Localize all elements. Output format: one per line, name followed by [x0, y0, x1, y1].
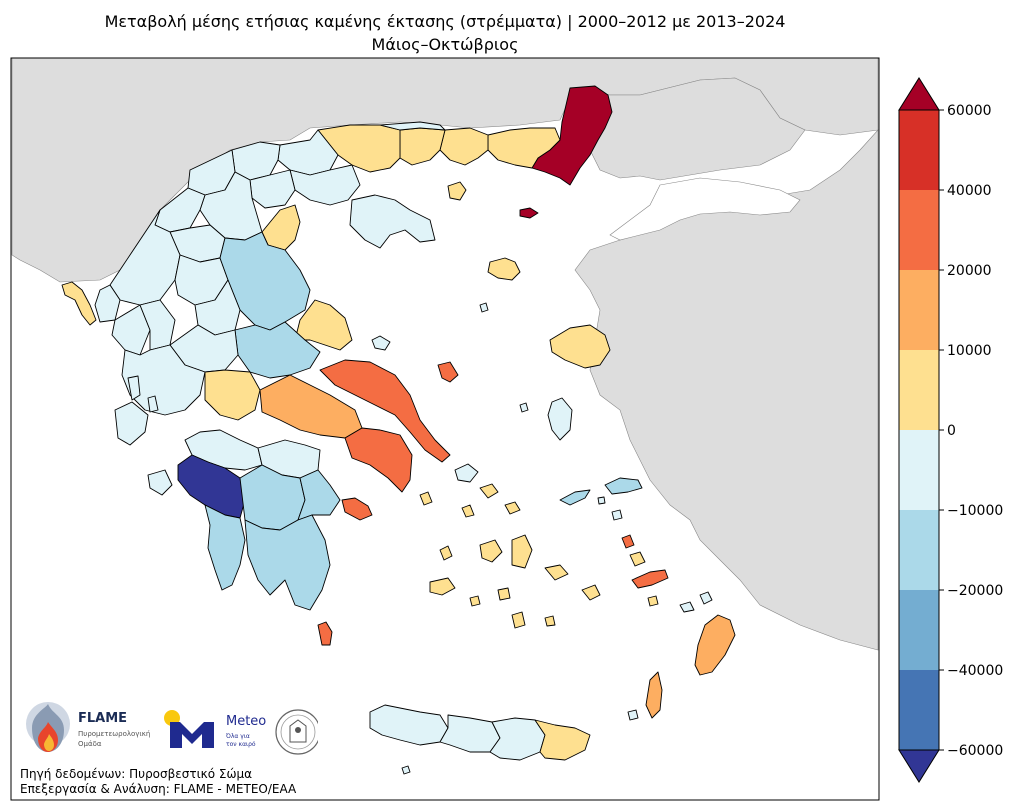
- meteo-logo-subtitle-1: Όλα για: [226, 733, 250, 740]
- region-aitoloakarnania: [121, 344, 206, 416]
- region-rhodes: [694, 614, 736, 676]
- region-kea: [419, 491, 433, 506]
- region-sifnos: [439, 545, 453, 561]
- region-lesvos: [549, 324, 611, 369]
- region-patmos: [611, 509, 623, 521]
- region-kos: [631, 569, 669, 589]
- region-argolida: [297, 469, 341, 521]
- region-chalkidiki: [349, 194, 436, 249]
- region-thasos: [447, 181, 467, 201]
- region-rhodope: [487, 127, 561, 169]
- region-kythira: [317, 621, 333, 646]
- meteo-logo-subtitle-2: τον καιρό: [226, 741, 256, 748]
- title-line-2: Μάιος–Οκτώβριος: [371, 35, 519, 54]
- region-tinos: [479, 483, 499, 499]
- region-karpathos: [645, 671, 663, 719]
- greek-regions: [61, 85, 736, 775]
- region-rethymno: [439, 714, 501, 753]
- region-ilia: [177, 454, 246, 519]
- region-skyros: [437, 361, 459, 383]
- region-santorini: [511, 611, 526, 629]
- region-lemnos: [487, 257, 521, 281]
- region-leros: [621, 534, 635, 549]
- region-evros: [531, 85, 613, 186]
- region-kalymnos: [629, 551, 646, 567]
- region-mykonos: [504, 501, 521, 515]
- title-line-1: Μεταβολή μέσης ετήσιας καμένης έκτασης (…: [104, 12, 786, 31]
- data-source-credit: Πηγή δεδομένων: Πυροσβεστικό Σώμα: [20, 767, 253, 781]
- eaa-seal-icon: [275, 709, 318, 755]
- region-psara: [519, 402, 529, 413]
- region-heraklion: [489, 717, 546, 761]
- region-kasos: [627, 709, 639, 721]
- region-attica-islands: [341, 497, 373, 521]
- region-thessaloniki: [289, 164, 361, 206]
- region-paros: [479, 539, 503, 563]
- region-gavdos: [401, 765, 411, 775]
- region-nisyros: [647, 595, 659, 607]
- region-agios-efstratios: [479, 302, 489, 313]
- region-sporades: [371, 335, 391, 351]
- flame-logo-subtitle-2: Ομάδα: [78, 740, 102, 748]
- region-andros: [454, 463, 479, 483]
- region-lasithi: [534, 719, 591, 761]
- region-corfu: [61, 281, 97, 326]
- flame-logo-text: FLAME: [78, 711, 128, 726]
- map-title: Μεταβολή μέσης ετήσιας καμένης έκτασης (…: [0, 10, 890, 56]
- region-tilos: [679, 601, 695, 613]
- region-fournoi: [597, 496, 606, 505]
- region-milos: [429, 577, 456, 596]
- region-naxos: [511, 534, 533, 569]
- flame-logo-subtitle-1: Πυρομετεωρολογική: [78, 730, 151, 738]
- region-astypalaia: [581, 584, 601, 601]
- region-folegandros: [469, 595, 481, 607]
- region-xanthi: [439, 127, 489, 166]
- meteo-logo-text: Meteo: [226, 714, 267, 729]
- map-frame: [10, 57, 880, 801]
- region-fthiotida: [234, 321, 321, 379]
- region-zakynthos: [147, 469, 173, 496]
- region-chios: [547, 397, 573, 441]
- region-samothrace: [519, 207, 539, 219]
- logos-svg: [26, 702, 318, 755]
- meteo-logo-icon: [164, 710, 214, 748]
- region-imathia: [249, 169, 296, 209]
- flame-logo-icon: [26, 702, 70, 752]
- region-ikaria: [559, 489, 591, 506]
- neighbouring-countries: [11, 57, 879, 651]
- region-serres: [317, 124, 401, 173]
- region-ios: [497, 587, 511, 601]
- region-fokida: [204, 369, 261, 421]
- region-attica: [344, 427, 413, 493]
- region-ithaca: [147, 395, 159, 413]
- turkey-thrace: [589, 77, 806, 181]
- region-samos: [604, 477, 643, 495]
- region-drama: [379, 121, 446, 131]
- region-evia: [319, 359, 451, 463]
- region-symi: [699, 591, 713, 605]
- processing-credit: Επεξεργασία & Ανάλυση: FLAME - METEO/EAA: [20, 782, 297, 796]
- region-kefalonia: [114, 401, 149, 446]
- region-amorgos: [544, 564, 569, 581]
- marmara-sea: [609, 177, 801, 241]
- region-lefkada: [127, 375, 141, 401]
- region-syros: [461, 504, 475, 518]
- region-anafi: [544, 615, 556, 627]
- region-messinia: [204, 504, 246, 591]
- region-lakonia: [244, 514, 331, 611]
